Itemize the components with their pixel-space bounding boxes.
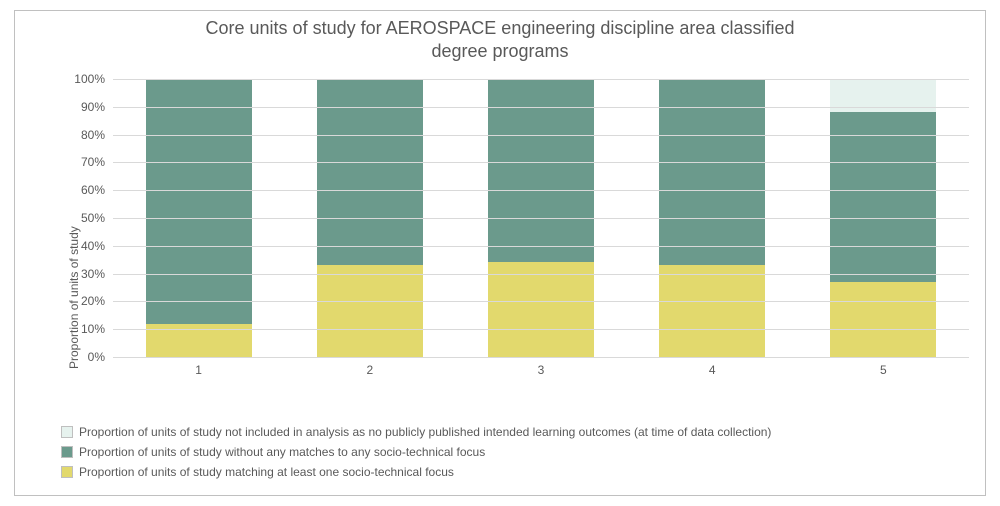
x-tick-label: 4 xyxy=(709,363,716,377)
chart-title-line1: Core units of study for AEROSPACE engine… xyxy=(15,17,985,40)
legend-swatch xyxy=(61,466,73,478)
gridline xyxy=(113,357,969,358)
gridline xyxy=(113,190,969,191)
bar-segment-no_match xyxy=(488,78,594,262)
y-tick-label: 70% xyxy=(61,155,105,169)
gridline xyxy=(113,135,969,136)
legend-swatch xyxy=(61,426,73,438)
plot-area: 12345 xyxy=(113,79,969,357)
x-tick-label: 3 xyxy=(538,363,545,377)
gridline xyxy=(113,301,969,302)
y-tick-label: 20% xyxy=(61,294,105,308)
y-tick-label: 60% xyxy=(61,183,105,197)
legend-item-excluded: Proportion of units of study not include… xyxy=(61,425,971,439)
x-tick-label: 1 xyxy=(195,363,202,377)
gridline xyxy=(113,329,969,330)
y-tick-label: 40% xyxy=(61,239,105,253)
gridline xyxy=(113,218,969,219)
chart-container: Core units of study for AEROSPACE engine… xyxy=(14,10,986,496)
y-tick-label: 30% xyxy=(61,267,105,281)
bar-segment-no_match xyxy=(146,78,252,324)
y-tick-label: 80% xyxy=(61,128,105,142)
bar-segment-matching xyxy=(146,323,252,357)
bar-segment-no_match xyxy=(830,111,936,282)
legend-label: Proportion of units of study without any… xyxy=(79,445,485,459)
legend-swatch xyxy=(61,446,73,458)
gridline xyxy=(113,79,969,80)
y-tick-label: 90% xyxy=(61,100,105,114)
gridline xyxy=(113,246,969,247)
x-tick-label: 5 xyxy=(880,363,887,377)
chart-title-line2: degree programs xyxy=(15,40,985,63)
gridline xyxy=(113,162,969,163)
y-tick-label: 100% xyxy=(61,72,105,86)
legend-label: Proportion of units of study matching at… xyxy=(79,465,454,479)
legend-label: Proportion of units of study not include… xyxy=(79,425,771,439)
bar-segment-matching xyxy=(659,264,765,357)
x-tick-label: 2 xyxy=(366,363,373,377)
gridline xyxy=(113,107,969,108)
legend: Proportion of units of study not include… xyxy=(61,419,971,485)
y-tick-label: 50% xyxy=(61,211,105,225)
plot-area-wrap: Proportion of units of study 0%10%20%30%… xyxy=(61,79,973,379)
y-tick-labels: 0%10%20%30%40%50%60%70%80%90%100% xyxy=(61,79,109,379)
y-tick-label: 10% xyxy=(61,322,105,336)
bar-segment-matching xyxy=(830,281,936,357)
y-tick-label: 0% xyxy=(61,350,105,364)
legend-item-no_match: Proportion of units of study without any… xyxy=(61,445,971,459)
bar-segment-matching xyxy=(488,261,594,357)
bar-segment-matching xyxy=(317,264,423,357)
legend-item-matching: Proportion of units of study matching at… xyxy=(61,465,971,479)
chart-title: Core units of study for AEROSPACE engine… xyxy=(15,11,985,62)
gridline xyxy=(113,274,969,275)
